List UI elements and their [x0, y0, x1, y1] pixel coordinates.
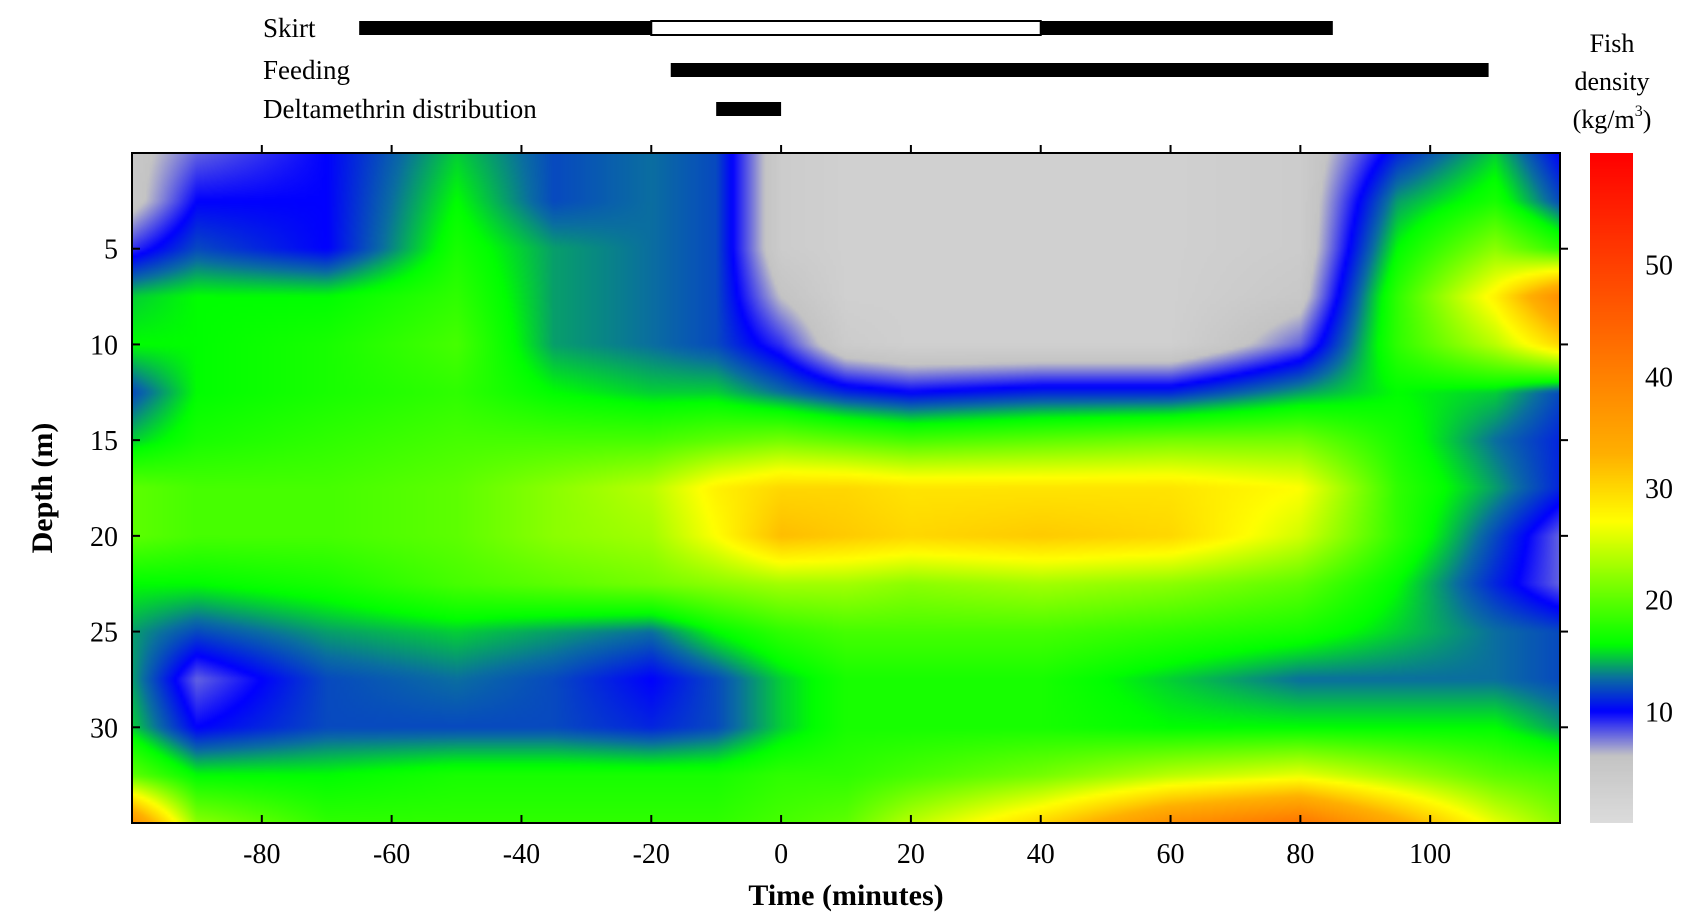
colorbar-unit-exponent: 3: [1635, 103, 1643, 120]
x-tick-label: 0: [774, 839, 788, 870]
y-tick-label: 10: [90, 330, 118, 361]
activity-bar-segment: [670, 63, 1489, 77]
x-tick-label: 100: [1409, 839, 1451, 870]
x-tick-label: -80: [243, 839, 280, 870]
x-tick-label: 60: [1157, 839, 1185, 870]
colorbar-unit-close: ): [1643, 105, 1652, 134]
colorbar-title-line-3: (kg/m3): [1573, 103, 1652, 134]
colorbar-tick-label: 20: [1645, 586, 1673, 617]
y-tick-label: 30: [90, 713, 118, 744]
colorbar-tick-label: 10: [1645, 697, 1673, 728]
colorbar-tick-label: 30: [1645, 474, 1673, 505]
y-axis: 5 10 15 20 25 30: [90, 235, 1568, 744]
x-tick-label: 80: [1286, 839, 1314, 870]
activity-bar-segment: [359, 21, 652, 35]
x-tick-label: -40: [503, 839, 540, 870]
colorbar-title-line-2: density: [1574, 67, 1649, 96]
activity-bar-segment: [1040, 21, 1333, 35]
activity-bar-label: Feeding: [263, 55, 350, 85]
y-tick-label: 20: [90, 522, 118, 553]
colorbar-tick-label: 50: [1645, 251, 1673, 282]
activity-bars: Skirt Feeding Deltamethrin distribution: [263, 13, 1489, 124]
plot-frame: [131, 152, 1561, 824]
y-tick-label: 25: [90, 618, 118, 649]
activity-bar-label: Deltamethrin distribution: [263, 94, 537, 124]
x-tick-label: 20: [897, 839, 925, 870]
density-heatmap: [132, 153, 1560, 823]
x-tick-label: -20: [633, 839, 670, 870]
y-tick-label: 15: [90, 426, 118, 457]
colorbar-gradient: [1590, 153, 1633, 823]
x-tick-label: 40: [1027, 839, 1055, 870]
y-axis-label: Depth (m): [26, 423, 59, 554]
colorbar-title-line-1: Fish: [1590, 29, 1635, 58]
plot-area: [131, 152, 1561, 824]
y-tick-label: 5: [104, 235, 118, 266]
x-axis-label: Time (minutes): [748, 879, 943, 912]
activity-bar-segment: [650, 20, 1042, 36]
x-tick-label: -60: [373, 839, 410, 870]
colorbar-tick-label: 40: [1645, 362, 1673, 393]
activity-bar-segment: [716, 102, 782, 116]
colorbar-unit-base: (kg/m: [1573, 105, 1635, 134]
x-axis: -80 -60 -40 -20 0 20 40 60 80 100: [243, 145, 1451, 870]
colorbar: Fish density (kg/m3) 10 20 30 40 50: [1573, 29, 1673, 823]
activity-bar-label: Skirt: [263, 13, 316, 43]
